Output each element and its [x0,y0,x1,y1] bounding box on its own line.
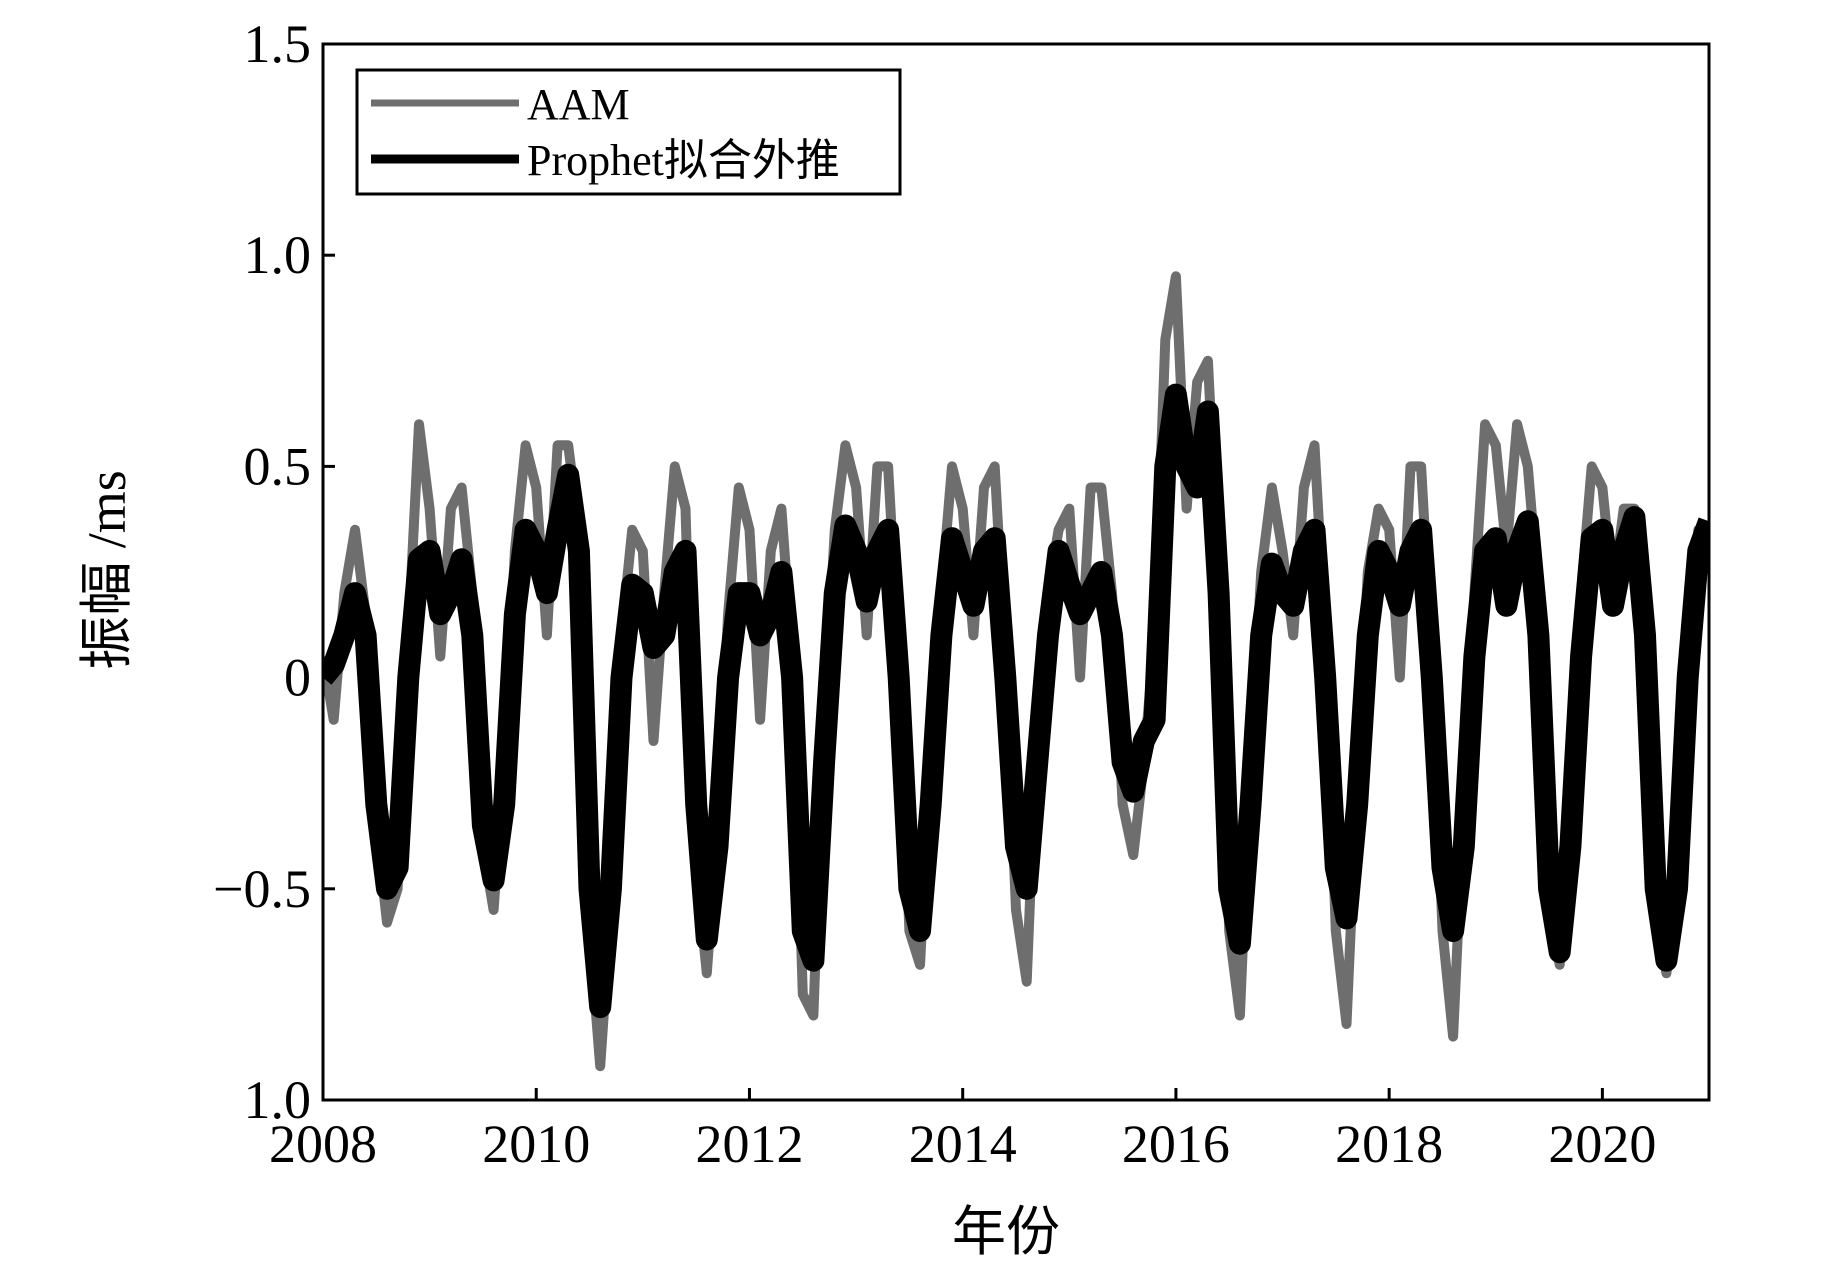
x-tick-label: 2020 [1548,1114,1656,1174]
y-tick-label: 1.0 [244,225,312,285]
x-tick-label: 2008 [269,1114,377,1174]
x-axis-label: 年份 [952,1202,1060,1262]
x-tick-label: 2012 [695,1114,803,1174]
legend-label: AAM [527,80,630,129]
plot-frame [321,42,1711,1102]
x-tick-label: 2010 [482,1114,590,1174]
legend-box [355,68,902,196]
y-tick-label: 0.5 [244,436,312,496]
x-tick-label: 2018 [1335,1114,1443,1174]
legend-label: Prophet拟合外推 [527,136,840,185]
x-tick-label: 2014 [909,1114,1017,1174]
y-tick-label: 0 [284,648,311,708]
y-axis-label: 振幅 /ms [77,470,137,670]
x-tick-label: 2016 [1122,1114,1230,1174]
y-tick-label: 1.5 [244,14,312,74]
data-line [323,271,1709,1072]
y-tick-label: −0.5 [213,859,311,919]
y-tick-label: 1.0 [244,1070,312,1130]
data-line [323,383,1709,1019]
